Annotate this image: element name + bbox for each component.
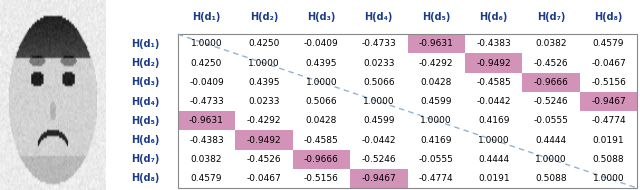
Text: 0.4250: 0.4250 [248, 39, 280, 48]
Text: H(d₂): H(d₂) [250, 12, 278, 22]
Text: H(d₇): H(d₇) [131, 154, 160, 164]
Text: -0.0409: -0.0409 [304, 39, 339, 48]
Text: 0.4579: 0.4579 [593, 39, 625, 48]
Text: -0.4733: -0.4733 [189, 97, 224, 106]
Text: -0.0442: -0.0442 [362, 135, 396, 145]
Text: -0.9467: -0.9467 [591, 97, 626, 106]
Bar [522, 73, 580, 92]
Text: 1.0000: 1.0000 [363, 97, 395, 106]
Text: 0.4250: 0.4250 [191, 59, 222, 68]
Text: 1.0000: 1.0000 [248, 59, 280, 68]
Bar [178, 34, 637, 188]
Text: -0.4383: -0.4383 [476, 39, 511, 48]
Text: 1.0000: 1.0000 [535, 155, 567, 164]
Text: 0.5066: 0.5066 [305, 97, 337, 106]
Text: H(d₇): H(d₇) [537, 12, 565, 22]
Text: 0.4579: 0.4579 [191, 174, 222, 183]
Text: -0.4292: -0.4292 [246, 116, 281, 125]
Text: 1.0000: 1.0000 [593, 174, 625, 183]
Text: -0.0467: -0.0467 [246, 174, 282, 183]
Text: -0.4733: -0.4733 [362, 39, 396, 48]
Text: 0.0191: 0.0191 [593, 135, 625, 145]
Text: -0.4383: -0.4383 [189, 135, 224, 145]
Text: 0.0382: 0.0382 [536, 39, 567, 48]
Text: 1.0000: 1.0000 [191, 39, 222, 48]
Text: -0.5246: -0.5246 [534, 97, 568, 106]
Text: -0.4585: -0.4585 [476, 78, 511, 87]
Text: 0.0233: 0.0233 [248, 97, 280, 106]
Text: -0.5246: -0.5246 [362, 155, 396, 164]
Text: H(d₂): H(d₂) [131, 58, 160, 68]
Text: 0.5088: 0.5088 [535, 174, 567, 183]
Text: 0.4444: 0.4444 [478, 155, 509, 164]
Text: 0.4599: 0.4599 [420, 97, 452, 106]
Text: 0.4395: 0.4395 [306, 59, 337, 68]
Text: H(d₈): H(d₈) [595, 12, 623, 22]
Text: -0.0442: -0.0442 [476, 97, 511, 106]
Text: -0.4292: -0.4292 [419, 59, 454, 68]
Text: -0.9666: -0.9666 [534, 78, 568, 87]
Bar [178, 111, 235, 130]
Bar [465, 53, 522, 73]
Bar [350, 169, 408, 188]
Text: -0.4526: -0.4526 [534, 59, 568, 68]
Text: H(d₈): H(d₈) [131, 173, 160, 184]
Bar [292, 150, 350, 169]
Text: -0.9467: -0.9467 [362, 174, 396, 183]
Text: H(d₁): H(d₁) [192, 12, 221, 22]
Text: 0.0382: 0.0382 [191, 155, 222, 164]
Text: H(d₅): H(d₅) [422, 12, 451, 22]
Bar [235, 130, 292, 150]
Text: -0.0555: -0.0555 [534, 116, 568, 125]
Text: H(d₃): H(d₃) [307, 12, 335, 22]
Text: H(d₆): H(d₆) [479, 12, 508, 22]
Text: H(d₅): H(d₅) [131, 116, 160, 126]
Text: 0.0428: 0.0428 [420, 78, 452, 87]
Text: H(d₆): H(d₆) [131, 135, 160, 145]
Text: -0.4526: -0.4526 [246, 155, 281, 164]
Text: -0.4774: -0.4774 [591, 116, 626, 125]
Text: -0.5156: -0.5156 [304, 174, 339, 183]
Text: 0.0428: 0.0428 [306, 116, 337, 125]
Text: -0.9492: -0.9492 [476, 59, 511, 68]
Text: -0.0409: -0.0409 [189, 78, 224, 87]
Text: 0.4169: 0.4169 [478, 116, 509, 125]
Text: H(d₃): H(d₃) [131, 77, 160, 87]
Text: -0.4774: -0.4774 [419, 174, 454, 183]
Text: -0.9492: -0.9492 [246, 135, 281, 145]
Text: 0.5088: 0.5088 [593, 155, 625, 164]
Text: 0.0191: 0.0191 [478, 174, 509, 183]
Text: -0.0467: -0.0467 [591, 59, 626, 68]
Text: -0.9631: -0.9631 [189, 116, 224, 125]
Text: 0.4444: 0.4444 [536, 135, 566, 145]
Text: -0.4585: -0.4585 [304, 135, 339, 145]
Text: 0.4169: 0.4169 [420, 135, 452, 145]
Text: -0.0555: -0.0555 [419, 155, 454, 164]
Text: 0.5066: 0.5066 [363, 78, 395, 87]
Text: H(d₁): H(d₁) [131, 39, 160, 49]
Bar [408, 34, 465, 53]
Text: H(d₄): H(d₄) [365, 12, 393, 22]
Text: 1.0000: 1.0000 [420, 116, 452, 125]
Text: -0.5156: -0.5156 [591, 78, 626, 87]
Text: 0.4599: 0.4599 [363, 116, 395, 125]
Bar [580, 92, 637, 111]
Text: 1.0000: 1.0000 [478, 135, 509, 145]
Text: 0.4395: 0.4395 [248, 78, 280, 87]
Text: -0.9631: -0.9631 [419, 39, 454, 48]
Text: -0.9666: -0.9666 [304, 155, 339, 164]
Text: 0.0233: 0.0233 [363, 59, 395, 68]
Text: H(d₄): H(d₄) [131, 97, 160, 107]
Text: 1.0000: 1.0000 [305, 78, 337, 87]
